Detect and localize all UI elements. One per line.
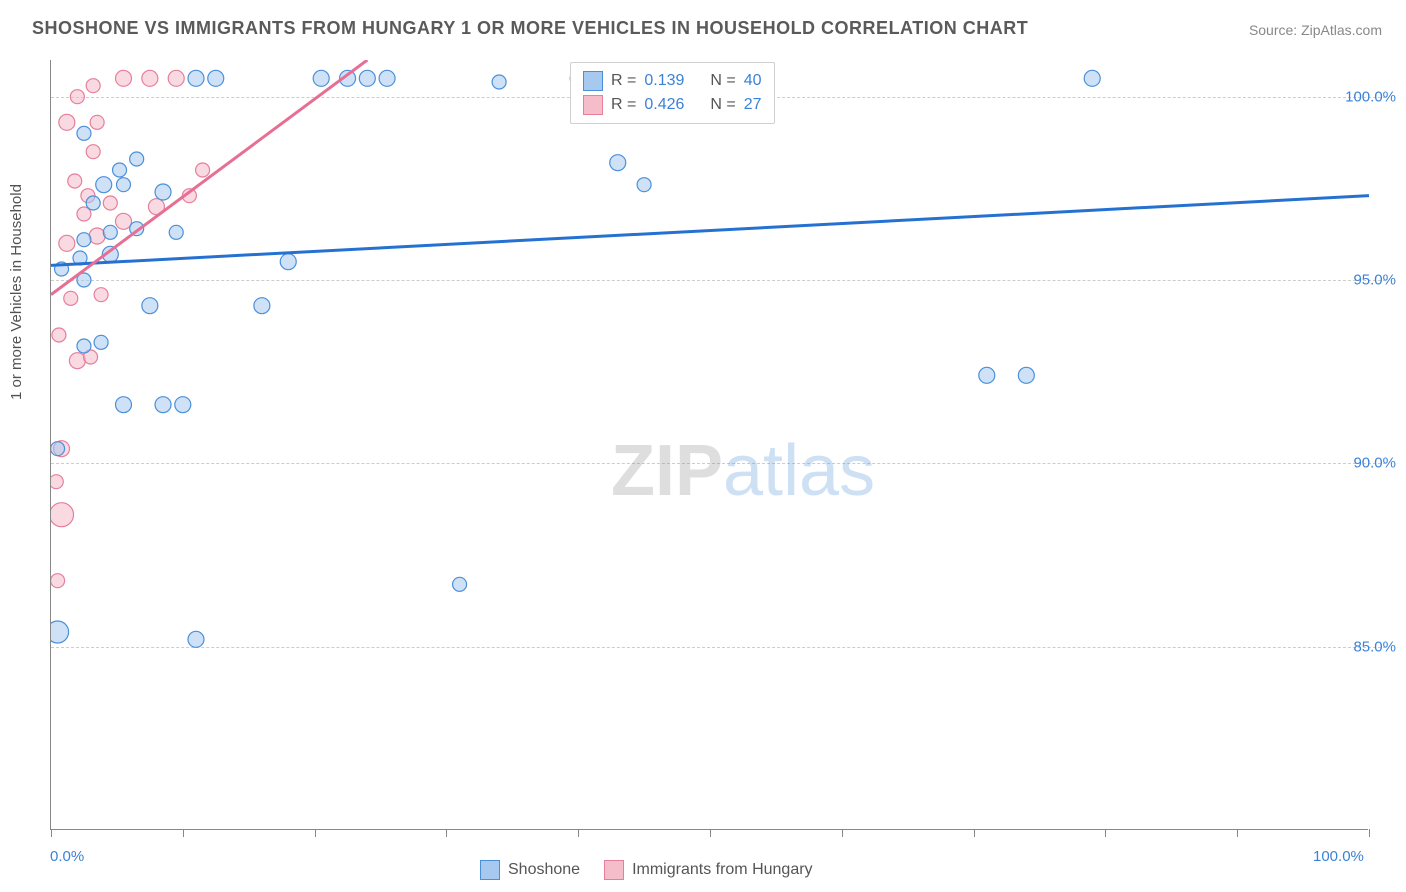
data-point [68, 174, 82, 188]
data-point [115, 70, 131, 86]
data-point [90, 115, 104, 129]
data-point [86, 79, 100, 93]
series-legend: Shoshone Immigrants from Hungary [480, 860, 813, 880]
chart-title: SHOSHONE VS IMMIGRANTS FROM HUNGARY 1 OR… [32, 18, 1028, 39]
data-point [96, 177, 112, 193]
data-point [89, 228, 105, 244]
n-value: 40 [744, 72, 762, 90]
x-tick [1105, 829, 1106, 837]
legend-item: Shoshone [480, 860, 580, 880]
y-tick-label: 85.0% [1353, 638, 1396, 655]
r-value: 0.426 [644, 96, 684, 114]
data-point [51, 574, 65, 588]
swatch-icon [583, 95, 603, 115]
x-tick [1237, 829, 1238, 837]
data-point [77, 339, 91, 353]
data-point [254, 298, 270, 314]
data-point [280, 254, 296, 270]
data-point [116, 178, 130, 192]
plot-area: ZIPatlas [50, 60, 1368, 830]
data-point [188, 631, 204, 647]
data-point [51, 503, 74, 527]
legend-label: Immigrants from Hungary [632, 861, 813, 879]
data-point [69, 353, 85, 369]
n-label: N = [710, 96, 735, 114]
y-tick-label: 100.0% [1345, 88, 1396, 105]
r-label: R = [611, 72, 636, 90]
data-point [1018, 367, 1034, 383]
data-point [103, 225, 117, 239]
x-tick [842, 829, 843, 837]
data-point [77, 126, 91, 140]
data-point [130, 152, 144, 166]
data-point [59, 235, 75, 251]
regression-line [51, 60, 367, 295]
data-point [70, 90, 84, 104]
legend-item: Immigrants from Hungary [604, 860, 813, 880]
data-point [1084, 70, 1100, 86]
x-tick-label: 0.0% [50, 848, 84, 865]
swatch-icon [604, 860, 624, 880]
legend-label: Shoshone [508, 861, 580, 879]
y-tick-label: 90.0% [1353, 455, 1396, 472]
data-point [979, 367, 995, 383]
x-tick [1369, 829, 1370, 837]
data-point [196, 163, 210, 177]
data-point [313, 70, 329, 86]
data-point [115, 397, 131, 413]
data-point [115, 213, 131, 229]
data-point [52, 328, 66, 342]
data-point [77, 233, 91, 247]
data-point [51, 621, 69, 643]
x-tick [315, 829, 316, 837]
stats-row: R = 0.426 N = 27 [583, 93, 762, 117]
data-point [453, 577, 467, 591]
x-tick [446, 829, 447, 837]
data-point [64, 291, 78, 305]
x-tick [578, 829, 579, 837]
data-point [142, 298, 158, 314]
data-point [103, 196, 117, 210]
data-point [59, 114, 75, 130]
data-point [155, 184, 171, 200]
data-point [208, 70, 224, 86]
swatch-icon [583, 71, 603, 91]
data-point [94, 335, 108, 349]
data-point [168, 70, 184, 86]
data-point [142, 70, 158, 86]
data-point [113, 163, 127, 177]
x-tick [183, 829, 184, 837]
r-value: 0.139 [644, 72, 684, 90]
data-point [155, 397, 171, 413]
data-point [637, 178, 651, 192]
x-tick [51, 829, 52, 837]
data-point [379, 70, 395, 86]
source-attribution: Source: ZipAtlas.com [1249, 22, 1382, 38]
data-point [610, 155, 626, 171]
regression-line [51, 196, 1369, 266]
n-label: N = [710, 72, 735, 90]
stats-legend: R = 0.139 N = 40R = 0.426 N = 27 [570, 62, 775, 124]
data-point [51, 475, 63, 489]
data-point [492, 75, 506, 89]
n-value: 27 [744, 96, 762, 114]
stats-row: R = 0.139 N = 40 [583, 69, 762, 93]
y-axis-label: 1 or more Vehicles in Household [8, 184, 25, 400]
r-label: R = [611, 96, 636, 114]
data-point [94, 288, 108, 302]
x-tick [974, 829, 975, 837]
x-tick-label: 100.0% [1313, 848, 1364, 865]
data-point [86, 145, 100, 159]
data-point [86, 196, 100, 210]
data-point [175, 397, 191, 413]
data-point [359, 70, 375, 86]
scatter-svg [51, 60, 1369, 830]
x-tick [710, 829, 711, 837]
data-point [51, 442, 65, 456]
swatch-icon [480, 860, 500, 880]
data-point [169, 225, 183, 239]
data-point [188, 70, 204, 86]
y-tick-label: 95.0% [1353, 272, 1396, 289]
